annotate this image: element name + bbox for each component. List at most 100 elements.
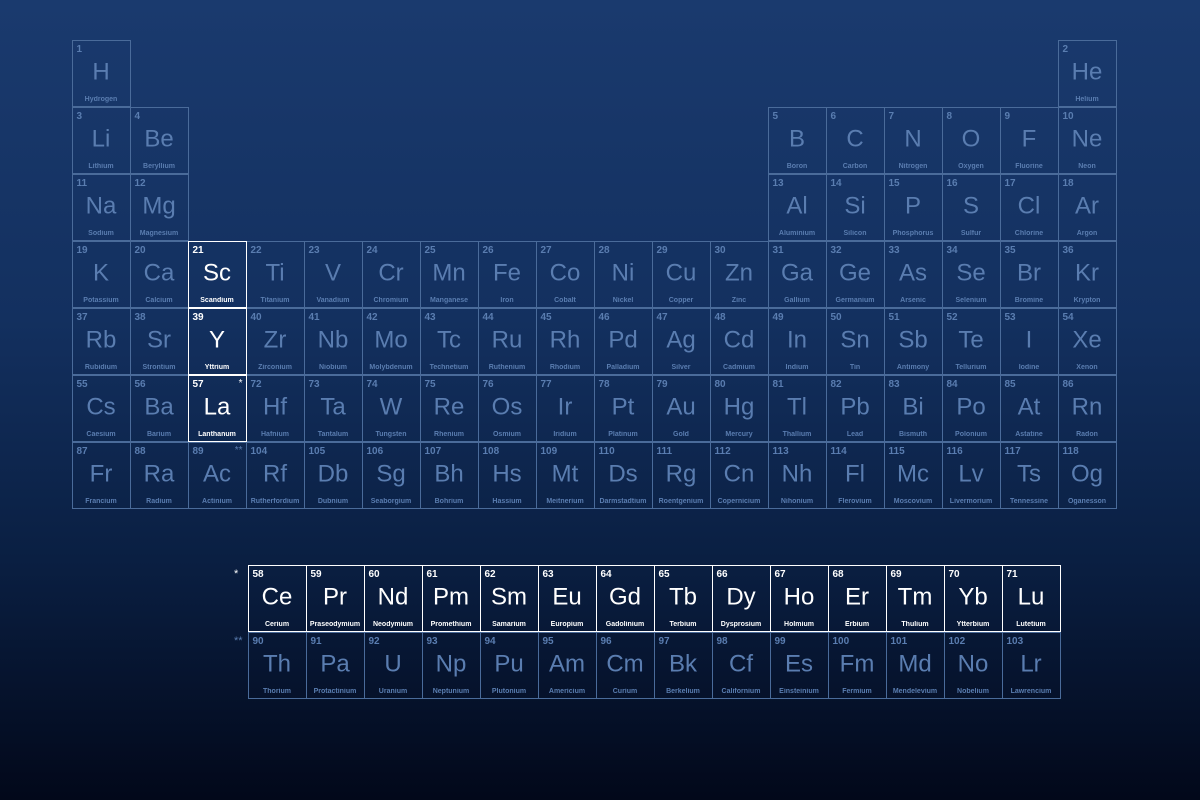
element-name: Bromine <box>1001 297 1058 304</box>
atomic-number: 24 <box>367 245 378 256</box>
empty-cell <box>710 174 769 241</box>
empty-cell <box>420 40 479 107</box>
empty-cell <box>188 40 247 107</box>
atomic-number: 53 <box>1005 312 1016 323</box>
element-symbol: N <box>904 125 921 153</box>
atomic-number: 86 <box>1063 379 1074 390</box>
element-name: Dubnium <box>305 498 362 505</box>
atomic-number: 109 <box>541 446 558 457</box>
element-symbol: No <box>958 650 989 678</box>
element-name: Curium <box>597 688 654 695</box>
element-symbol: Th <box>263 650 291 678</box>
atomic-number: 5 <box>773 111 779 122</box>
element-cell-zr: 40ZrZirconium <box>246 308 305 375</box>
element-symbol: Zr <box>264 326 287 354</box>
empty-cell <box>826 40 885 107</box>
element-cell-ir: 77IrIridium <box>536 375 595 442</box>
atomic-number: 3 <box>77 111 83 122</box>
element-symbol: Mc <box>897 460 929 488</box>
element-name: Ytterbium <box>945 621 1002 628</box>
element-symbol: Cf <box>729 650 753 678</box>
element-symbol: O <box>962 125 981 153</box>
atomic-number: 98 <box>717 636 728 647</box>
atomic-number: 65 <box>659 569 670 580</box>
atomic-number: 88 <box>135 446 146 457</box>
atomic-number: 108 <box>483 446 500 457</box>
element-cell-s: 16SSulfur <box>942 174 1001 241</box>
element-symbol: Ne <box>1072 125 1103 153</box>
element-symbol: Ta <box>320 393 345 421</box>
element-symbol: Ce <box>262 583 293 611</box>
element-cell-cl: 17ClChlorine <box>1000 174 1059 241</box>
element-symbol: Pu <box>494 650 523 678</box>
element-cell-sc: 21ScScandium <box>188 241 247 308</box>
element-cell-ta: 73TaTantalum <box>304 375 363 442</box>
atomic-number: 36 <box>1063 245 1074 256</box>
atomic-number: 71 <box>1007 569 1018 580</box>
element-name: Niobium <box>305 364 362 371</box>
element-symbol: Rn <box>1072 393 1103 421</box>
element-cell-kr: 36KrKrypton <box>1058 241 1117 308</box>
element-name: Yttrium <box>189 364 246 371</box>
empty-cell <box>652 40 711 107</box>
element-symbol: Cu <box>666 259 697 287</box>
element-name: Darmstadtium <box>595 498 652 505</box>
element-symbol: Gd <box>609 583 641 611</box>
element-cell-lu: 71LuLutetium <box>1002 565 1061 632</box>
element-cell-hf: 72HfHafnium <box>246 375 305 442</box>
element-symbol: Cm <box>606 650 643 678</box>
atomic-number: 12 <box>135 178 146 189</box>
element-cell-gd: 64GdGadolinium <box>596 565 655 632</box>
element-cell-am: 95AmAmericium <box>538 632 597 699</box>
atomic-number: 77 <box>541 379 552 390</box>
element-name: Zinc <box>711 297 768 304</box>
element-name: Neodymium <box>365 621 422 628</box>
atomic-number: 79 <box>657 379 668 390</box>
element-symbol: Rb <box>86 326 117 354</box>
element-cell-v: 23VVanadium <box>304 241 363 308</box>
element-symbol: Nh <box>782 460 813 488</box>
element-name: Astatine <box>1001 431 1058 438</box>
element-cell-te: 52TeTellurium <box>942 308 1001 375</box>
element-cell-as: 33AsArsenic <box>884 241 943 308</box>
element-cell-bi: 83BiBismuth <box>884 375 943 442</box>
atomic-number: 11 <box>77 178 88 189</box>
element-symbol: Cl <box>1018 192 1041 220</box>
empty-cell <box>652 174 711 241</box>
element-symbol: Se <box>956 259 985 287</box>
empty-cell <box>478 40 537 107</box>
atomic-number: 7 <box>889 111 895 122</box>
element-symbol: Pa <box>320 650 349 678</box>
element-name: Copernicium <box>711 498 768 505</box>
element-symbol: Li <box>92 125 111 153</box>
element-symbol: S <box>963 192 979 220</box>
empty-cell <box>536 174 595 241</box>
element-symbol: Ca <box>144 259 175 287</box>
atomic-number: 91 <box>311 636 322 647</box>
element-name: Samarium <box>481 621 538 628</box>
element-name: Platinum <box>595 431 652 438</box>
element-cell-sr: 38SrStrontium <box>130 308 189 375</box>
element-name: Plutonium <box>481 688 538 695</box>
element-cell-u: 92UUranium <box>364 632 423 699</box>
element-name: Ruthenium <box>479 364 536 371</box>
atomic-number: 110 <box>599 446 615 457</box>
element-name: Palladium <box>595 364 652 371</box>
empty-cell <box>420 107 479 174</box>
element-cell-mt: 109MtMeitnerium <box>536 442 595 509</box>
element-symbol: Au <box>666 393 695 421</box>
element-name: Americium <box>539 688 596 695</box>
element-symbol: F <box>1022 125 1037 153</box>
atomic-number: 49 <box>773 312 784 323</box>
element-symbol: Lv <box>958 460 983 488</box>
element-name: Hassium <box>479 498 536 505</box>
actinide-marker: ** <box>234 635 243 647</box>
element-cell-cn: 112CnCopernicium <box>710 442 769 509</box>
element-name: Gallium <box>769 297 826 304</box>
element-cell-pa: 91PaProtactinium <box>306 632 365 699</box>
atomic-number: 55 <box>77 379 88 390</box>
element-name: Terbium <box>655 621 712 628</box>
element-cell-ag: 47AgSilver <box>652 308 711 375</box>
atomic-number: 38 <box>135 312 146 323</box>
element-symbol: Np <box>436 650 467 678</box>
